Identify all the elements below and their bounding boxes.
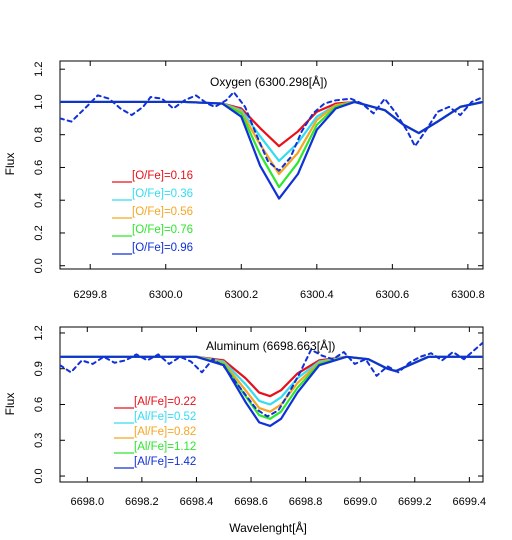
aluminum-y-tick-label: 0.9 xyxy=(33,361,45,376)
oxygen-x-tick-label: 6300.8 xyxy=(451,289,485,301)
oxygen-x-tick-label: 6300.4 xyxy=(300,289,334,301)
aluminum-series-group xyxy=(60,341,483,428)
aluminum-synthetic-line-4 xyxy=(60,355,483,428)
aluminum-legend-label: [Al/Fe]=0.22 xyxy=(134,396,196,408)
aluminum-axis-ticks: 6698.0 6698.2 6698.4 6698.6 6698.8 6699.0 6699… xyxy=(33,325,486,508)
oxygen-y-tick-label: 0.0 xyxy=(33,258,45,273)
aluminum-x-tick-label: 6698.0 xyxy=(70,496,104,508)
aluminum-legend-label: [Al/Fe]=1.42 xyxy=(134,456,196,468)
oxygen-plot-frame xyxy=(59,60,484,270)
oxygen-legend-label: [O/Fe]=0.96 xyxy=(132,242,193,254)
oxygen-line-annotation: Oxygen (6300.298[Å]) xyxy=(210,74,327,89)
oxygen-y-tick-label: 0.2 xyxy=(33,225,45,240)
aluminum-y-axis-label: Flux xyxy=(3,393,17,416)
aluminum-synthetic-line-0 xyxy=(60,355,483,398)
oxygen-observed-spectrum xyxy=(60,91,483,172)
aluminum-x-tick-label: 6698.8 xyxy=(289,496,323,508)
oxygen-y-tick-label: 0.8 xyxy=(33,127,45,142)
oxygen-y-tick-label: 0.6 xyxy=(33,160,45,175)
oxygen-x-tick-label: 6300.6 xyxy=(376,289,410,301)
oxygen-legend-label: [O/Fe]=0.76 xyxy=(132,224,193,236)
aluminum-x-tick-label: 6698.4 xyxy=(180,496,214,508)
aluminum-y-tick-label: 1.2 xyxy=(33,325,45,340)
oxygen-y-axis-label: Flux xyxy=(3,153,17,176)
aluminum-x-tick-label: 6699.2 xyxy=(398,496,432,508)
oxygen-y-tick-label: 1.0 xyxy=(33,94,45,109)
aluminum-legend-label: [Al/Fe]=0.52 xyxy=(134,411,196,423)
x-axis-label: Wavelenght[Å] xyxy=(229,520,307,535)
oxygen-y-tick-label: 0.4 xyxy=(33,193,45,208)
aluminum-legend-label: [Al/Fe]=1.12 xyxy=(134,441,196,453)
aluminum-x-tick-label: 6699.4 xyxy=(453,496,487,508)
aluminum-x-tick-label: 6698.2 xyxy=(125,496,159,508)
oxygen-legend-label: [O/Fe]=0.36 xyxy=(132,188,193,200)
aluminum-x-tick-label: 6699.0 xyxy=(343,496,377,508)
oxygen-synthetic-line-4 xyxy=(60,100,483,200)
oxygen-panel: 6299.8 6300.0 6300.2 6300.4 6300.6 6300.8 0.0 0… xyxy=(3,60,485,301)
aluminum-panel: 6698.0 6698.2 6698.4 6698.6 6698.8 6699.0 6699… xyxy=(3,325,486,508)
aluminum-observed-spectrum xyxy=(60,341,483,418)
aluminum-legend-label: [Al/Fe]=0.82 xyxy=(134,426,196,438)
oxygen-x-tick-label: 6300.2 xyxy=(224,289,258,301)
oxygen-legend-label: [O/Fe]=0.16 xyxy=(132,170,193,182)
oxygen-axis-ticks: 6299.8 6300.0 6300.2 6300.4 6300.6 6300.8 0.0 0… xyxy=(33,61,485,301)
oxygen-series-group xyxy=(60,91,483,200)
aluminum-synthetic-line-1 xyxy=(60,355,483,406)
oxygen-synthetic-line-3 xyxy=(60,100,483,189)
aluminum-x-tick-label: 6698.6 xyxy=(234,496,268,508)
oxygen-synthetic-line-0 xyxy=(60,100,483,148)
aluminum-legend: [Al/Fe]=0.22 [Al/Fe]=0.52 [Al/Fe]=0.82 [Al/… xyxy=(114,396,196,469)
aluminum-line-annotation: Aluminum (6698.663[Å]) xyxy=(206,338,335,353)
aluminum-y-tick-label: 0.6 xyxy=(33,397,45,412)
aluminum-y-tick-label: 0.3 xyxy=(33,433,45,448)
aluminum-y-tick-label: 0.0 xyxy=(33,468,45,483)
oxygen-x-tick-label: 6300.0 xyxy=(149,289,183,301)
oxygen-legend-label: [O/Fe]=0.56 xyxy=(132,206,193,218)
oxygen-legend: [O/Fe]=0.16 [O/Fe]=0.36 [O/Fe]=0.56 [O/Fe]=… xyxy=(112,170,193,255)
oxygen-y-tick-label: 1.2 xyxy=(33,62,45,77)
oxygen-x-tick-label: 6299.8 xyxy=(73,289,107,301)
